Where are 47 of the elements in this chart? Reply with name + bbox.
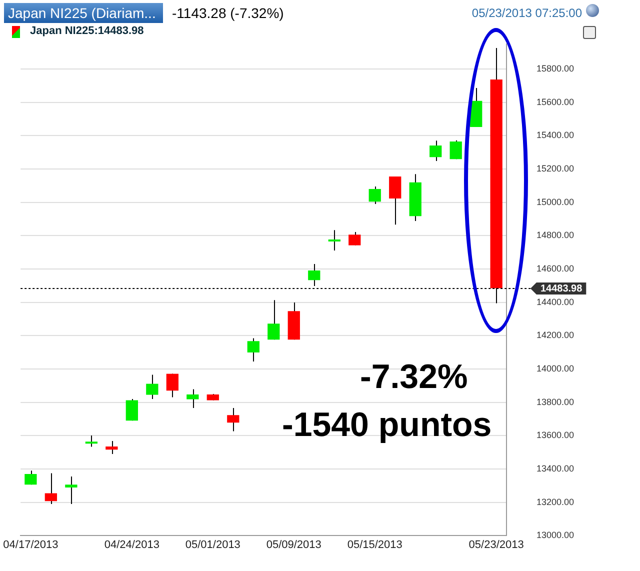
x-tick-label: 05/15/2013 xyxy=(347,539,402,552)
y-tick-label: 13400.00 xyxy=(536,463,574,474)
candlestick xyxy=(368,186,381,204)
x-tick-label: 05/09/2013 xyxy=(266,539,322,552)
x-tick-label: 04/17/2013 xyxy=(3,539,58,552)
y-tick-label: 13000.00 xyxy=(536,530,574,540)
y-tick-label: 14800.00 xyxy=(536,230,574,240)
y-tick-label: 13800.00 xyxy=(536,396,574,407)
candlestick xyxy=(65,476,78,504)
x-tick-label: 04/24/2013 xyxy=(104,539,160,552)
candlestick xyxy=(308,263,320,286)
y-tick-label: 14600.00 xyxy=(536,263,574,274)
candlestick xyxy=(450,140,462,160)
candlestick xyxy=(166,373,178,398)
y-tick-label: 14400.00 xyxy=(536,296,574,307)
candlestick xyxy=(126,398,138,422)
candlestick xyxy=(430,140,442,162)
y-tick-label: 13200.00 xyxy=(536,496,574,507)
candlestick xyxy=(247,338,260,362)
y-tick-label: 14000.00 xyxy=(536,363,574,374)
x-tick-label: 05/23/2013 xyxy=(468,539,524,552)
y-tick-label: 13600.00 xyxy=(536,430,574,440)
annotation: -1540 puntos xyxy=(282,406,492,445)
candlestick xyxy=(186,388,199,408)
y-tick-label: 15800.00 xyxy=(536,63,574,74)
y-tick-label: 15600.00 xyxy=(536,96,574,107)
ref-line-label: 14483.98 xyxy=(540,283,583,294)
candlestick xyxy=(227,407,240,432)
y-tick-label: 15400.00 xyxy=(536,130,574,140)
candlestick xyxy=(24,470,37,486)
y-tick-label: 15200.00 xyxy=(536,163,574,174)
y-tick-label: 15000.00 xyxy=(536,196,574,207)
candlestick xyxy=(268,300,280,340)
text: Japan NI225:14483.98 xyxy=(30,25,144,37)
chart-title: Japan NI225 (Diariam... xyxy=(4,3,163,23)
candlestick xyxy=(328,230,340,251)
candlestick xyxy=(389,176,402,226)
x-tick-label: 05/01/2013 xyxy=(185,539,240,552)
candlestick xyxy=(106,440,118,454)
annotation: -7.32% xyxy=(360,358,468,397)
chart-subtitle: -1143.28 (-7.32%) xyxy=(172,5,284,21)
candlestick xyxy=(146,374,158,400)
candlestick xyxy=(85,434,98,448)
candlestick xyxy=(348,231,361,246)
text: 05/23/2013 07:25:00 xyxy=(472,6,582,20)
candlestick xyxy=(44,472,58,504)
y-tick-label: 14200.00 xyxy=(536,330,574,340)
